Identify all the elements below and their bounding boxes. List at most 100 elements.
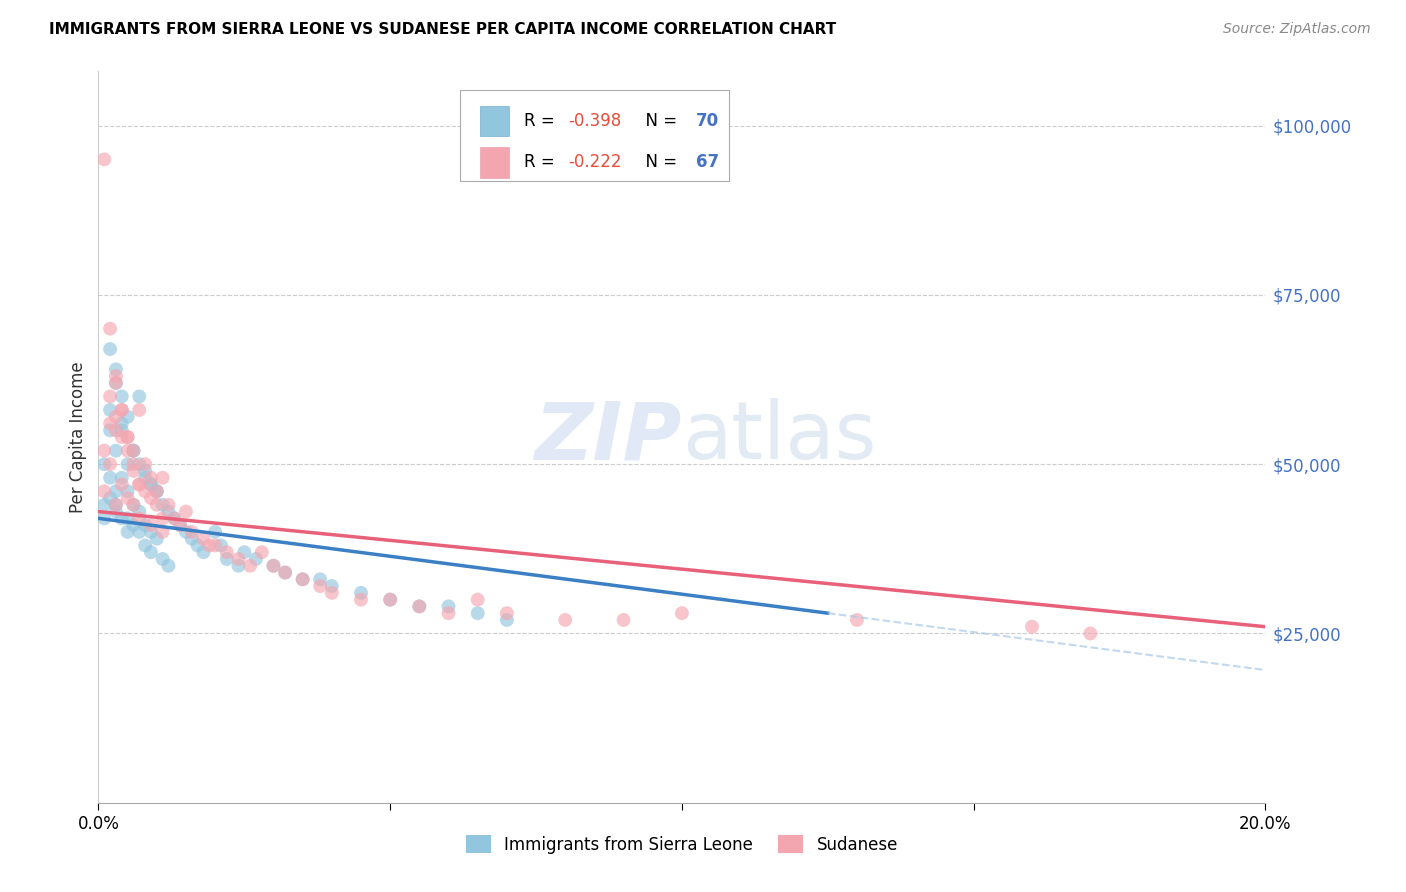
Point (104, 376, 127, 390)
Point (128, 505, 150, 519)
Point (134, 464, 156, 478)
Point (163, 511, 186, 525)
Point (204, 538, 226, 552)
Point (321, 586, 343, 600)
Text: IMMIGRANTS FROM SIERRA LEONE VS SUDANESE PER CAPITA INCOME CORRELATION CHART: IMMIGRANTS FROM SIERRA LEONE VS SUDANESE… (49, 22, 837, 37)
Point (117, 430, 139, 444)
Bar (479, 147, 509, 178)
Text: -0.398: -0.398 (568, 112, 621, 130)
Point (233, 545, 256, 559)
Point (408, 599, 430, 614)
Point (245, 552, 267, 566)
Point (111, 430, 134, 444)
Bar (479, 105, 509, 136)
Point (215, 552, 238, 566)
Point (152, 524, 174, 539)
Point (157, 498, 180, 512)
Point (169, 518, 191, 533)
Point (274, 566, 297, 580)
Point (139, 524, 162, 539)
Point (198, 538, 221, 552)
Point (98, 403, 121, 417)
Point (104, 498, 127, 512)
Point (139, 518, 162, 533)
Point (187, 538, 209, 552)
Point (152, 511, 174, 525)
Point (496, 613, 519, 627)
Point (146, 484, 169, 499)
Point (98, 417, 121, 431)
Point (117, 491, 139, 505)
Text: -0.222: -0.222 (568, 153, 623, 171)
Point (93, 153, 115, 167)
Point (467, 592, 489, 607)
Point (128, 477, 150, 491)
Point (152, 552, 174, 566)
Point (122, 457, 145, 471)
Point (139, 477, 162, 491)
Point (139, 545, 162, 559)
Point (1080, 626, 1102, 640)
Point (321, 579, 343, 593)
Point (122, 464, 145, 478)
Point (111, 471, 134, 485)
Text: R =: R = (524, 153, 561, 171)
Point (250, 545, 273, 559)
Point (134, 484, 156, 499)
Text: R =: R = (524, 112, 561, 130)
Point (122, 518, 145, 533)
Point (104, 505, 127, 519)
Point (128, 389, 150, 403)
Point (146, 532, 169, 546)
Point (93, 498, 115, 512)
Point (309, 579, 332, 593)
Point (437, 599, 460, 614)
Point (128, 524, 150, 539)
Point (111, 403, 134, 417)
Point (380, 592, 402, 607)
Point (122, 443, 145, 458)
Point (157, 505, 180, 519)
Point (157, 558, 180, 573)
Point (117, 409, 139, 424)
Point (204, 524, 226, 539)
Point (228, 558, 250, 573)
Point (111, 389, 134, 403)
Point (128, 477, 150, 491)
Point (104, 498, 127, 512)
Point (98, 491, 121, 505)
Text: Source: ZipAtlas.com: Source: ZipAtlas.com (1223, 22, 1371, 37)
Point (291, 572, 314, 586)
Point (152, 471, 174, 485)
Point (146, 484, 169, 499)
Point (408, 599, 430, 614)
Legend: Immigrants from Sierra Leone, Sudanese: Immigrants from Sierra Leone, Sudanese (460, 829, 904, 860)
Text: atlas: atlas (682, 398, 876, 476)
Point (228, 552, 250, 566)
Point (139, 491, 162, 505)
Point (846, 613, 869, 627)
Point (93, 484, 115, 499)
Point (93, 511, 115, 525)
Point (239, 558, 262, 573)
Point (111, 477, 134, 491)
Text: N =: N = (636, 153, 682, 171)
Point (350, 592, 373, 607)
Point (117, 511, 139, 525)
Point (134, 471, 156, 485)
Point (139, 477, 162, 491)
Point (134, 457, 156, 471)
Point (117, 443, 139, 458)
Point (98, 457, 121, 471)
Point (98, 389, 121, 403)
FancyBboxPatch shape (460, 90, 728, 181)
Point (139, 471, 162, 485)
Point (146, 484, 169, 499)
Point (163, 511, 186, 525)
Point (671, 606, 693, 620)
Point (98, 423, 121, 437)
Point (104, 369, 127, 384)
Point (111, 423, 134, 437)
Text: ZIP: ZIP (534, 398, 682, 476)
Point (104, 484, 127, 499)
